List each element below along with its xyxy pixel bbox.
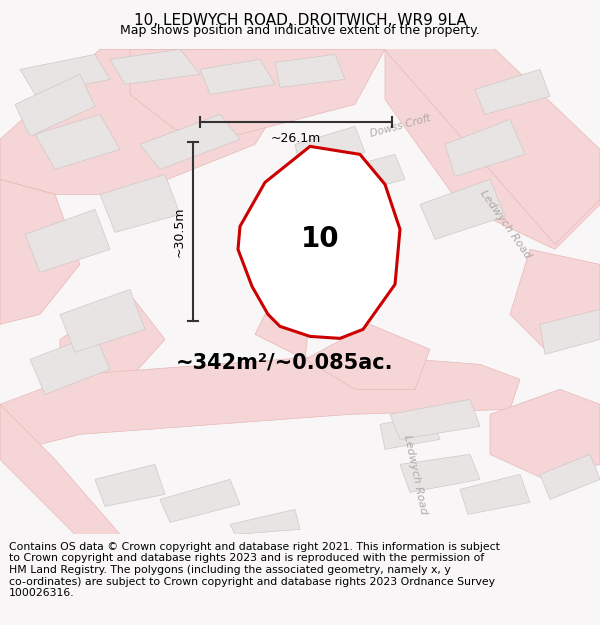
Polygon shape [445, 119, 525, 176]
Polygon shape [0, 404, 120, 534]
Polygon shape [390, 399, 480, 439]
Polygon shape [110, 49, 200, 84]
Polygon shape [130, 49, 385, 134]
Polygon shape [460, 474, 530, 514]
Polygon shape [0, 179, 80, 324]
Polygon shape [140, 114, 240, 169]
Polygon shape [30, 334, 110, 394]
Polygon shape [540, 309, 600, 354]
Text: ~342m²/~0.085ac.: ~342m²/~0.085ac. [176, 352, 394, 372]
Polygon shape [380, 414, 440, 449]
Polygon shape [15, 74, 95, 136]
Polygon shape [540, 454, 600, 499]
Polygon shape [60, 289, 145, 352]
Polygon shape [100, 174, 180, 232]
Polygon shape [35, 114, 120, 169]
Polygon shape [95, 464, 165, 506]
Text: Map shows position and indicative extent of the property.: Map shows position and indicative extent… [120, 24, 480, 37]
Polygon shape [510, 249, 600, 349]
Text: Dowss Croft: Dowss Croft [368, 114, 431, 139]
Polygon shape [25, 209, 110, 272]
Text: 10: 10 [301, 226, 340, 253]
Polygon shape [385, 49, 600, 249]
Polygon shape [250, 219, 345, 269]
Text: ~26.1m: ~26.1m [271, 132, 321, 145]
Polygon shape [320, 154, 405, 199]
Polygon shape [238, 146, 400, 338]
Polygon shape [160, 479, 240, 522]
Text: Contains OS data © Crown copyright and database right 2021. This information is : Contains OS data © Crown copyright and d… [9, 542, 500, 598]
Polygon shape [0, 354, 520, 454]
Text: Ledwych Road: Ledwych Road [478, 188, 532, 261]
Polygon shape [380, 44, 600, 244]
Polygon shape [420, 179, 505, 239]
Text: 10, LEDWYCH ROAD, DROITWICH, WR9 9LA: 10, LEDWYCH ROAD, DROITWICH, WR9 9LA [134, 12, 466, 28]
Polygon shape [230, 509, 300, 534]
Polygon shape [400, 454, 480, 493]
Polygon shape [305, 324, 430, 389]
Polygon shape [255, 304, 310, 359]
Polygon shape [200, 59, 275, 94]
Text: Ledwych Road: Ledwych Road [401, 434, 428, 515]
Polygon shape [295, 126, 365, 169]
Polygon shape [475, 69, 550, 114]
Polygon shape [60, 294, 165, 394]
Polygon shape [275, 54, 345, 88]
Polygon shape [20, 54, 110, 94]
Polygon shape [0, 49, 280, 194]
Polygon shape [490, 389, 600, 479]
Text: ~30.5m: ~30.5m [173, 207, 185, 257]
